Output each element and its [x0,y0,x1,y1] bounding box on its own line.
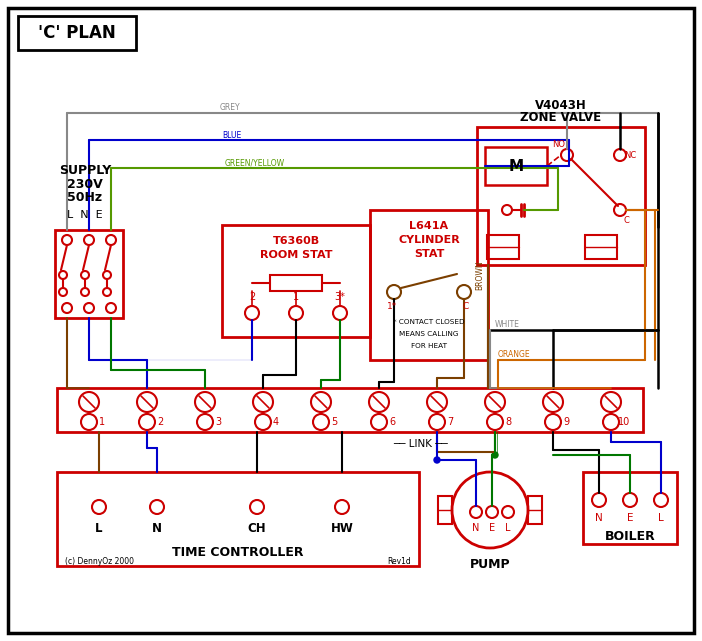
Bar [57,388,643,432]
Bar [477,127,645,265]
Text: BROWN: BROWN [475,260,484,290]
Text: T6360B: T6360B [272,236,319,246]
Bar [270,275,322,291]
Text: 9: 9 [563,417,569,427]
Bar [583,472,677,544]
Text: TIME CONTROLLER: TIME CONTROLLER [172,545,304,558]
Bar [370,210,488,360]
Circle shape [434,457,440,463]
Text: L641A: L641A [409,221,449,231]
Text: STAT: STAT [413,249,444,259]
Text: C: C [623,215,629,224]
Text: 230V: 230V [67,178,103,190]
Text: V4043H: V4043H [535,99,587,112]
Text: 7: 7 [447,417,453,427]
Text: 10: 10 [618,417,630,427]
Text: 8: 8 [505,417,511,427]
Text: N: N [152,522,162,535]
Text: M: M [508,158,524,174]
Bar [18,16,136,50]
Text: L  N  E: L N E [67,210,102,220]
Text: 5: 5 [331,417,337,427]
Bar [222,225,370,337]
Text: CH: CH [248,522,266,535]
Bar [57,472,419,566]
Text: Rev1d: Rev1d [388,558,411,567]
Text: 'C' PLAN: 'C' PLAN [38,24,116,42]
Text: GREY: GREY [220,103,241,112]
Text: ── LINK ──: ── LINK ── [392,439,447,449]
Text: 4: 4 [273,417,279,427]
Bar [528,496,542,524]
Text: GREEN/YELLOW: GREEN/YELLOW [225,158,285,167]
Text: NC: NC [624,151,636,160]
Text: 1: 1 [293,292,299,302]
Bar [487,235,519,259]
Text: L: L [505,523,511,533]
Text: 6: 6 [389,417,395,427]
Text: BLUE: BLUE [222,131,241,140]
Bar [485,147,547,185]
Text: ROOM STAT: ROOM STAT [260,250,332,260]
Text: N: N [595,513,603,523]
Bar [585,235,617,259]
Text: SUPPLY: SUPPLY [59,163,111,176]
Text: BOILER: BOILER [604,529,656,542]
Text: 3: 3 [215,417,221,427]
Text: (c) DennyOz 2000: (c) DennyOz 2000 [65,558,134,567]
Text: L: L [658,513,664,523]
Text: NO: NO [552,140,566,149]
Text: 50Hz: 50Hz [67,190,102,203]
Text: C: C [463,301,469,310]
Text: 1*: 1* [387,301,397,310]
Text: MEANS CALLING: MEANS CALLING [399,331,458,337]
Bar [55,230,123,318]
Text: ORANGE: ORANGE [498,349,531,358]
Text: HW: HW [331,522,353,535]
Text: WHITE: WHITE [495,319,520,328]
Circle shape [492,452,498,458]
Text: * CONTACT CLOSED: * CONTACT CLOSED [393,319,465,325]
Text: 3*: 3* [335,292,345,302]
Text: N: N [472,523,479,533]
Text: FOR HEAT: FOR HEAT [411,343,447,349]
Text: ZONE VALVE: ZONE VALVE [520,110,602,124]
Text: 2: 2 [249,292,255,302]
Text: L: L [95,522,102,535]
Bar [438,496,452,524]
Text: E: E [627,513,633,523]
Text: CYLINDER: CYLINDER [398,235,460,245]
Text: PUMP: PUMP [470,558,510,570]
Text: 1: 1 [99,417,105,427]
Text: 2: 2 [157,417,163,427]
Text: E: E [489,523,495,533]
